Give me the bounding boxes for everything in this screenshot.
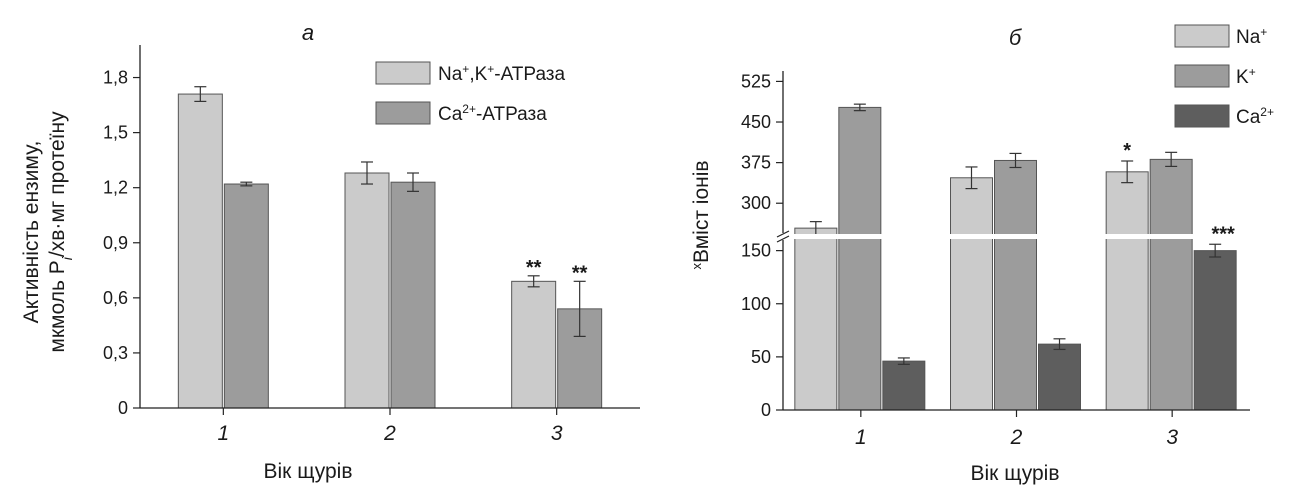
panel-b-axis-break-mark	[776, 230, 790, 243]
panel-b-ytick-label: 450	[741, 112, 771, 132]
panel-b-error-bar-s0-c2	[1121, 160, 1134, 184]
panel-a-error-bar-s1-c2	[573, 280, 586, 337]
panel-b-category-label: 2	[1010, 426, 1023, 449]
panel-a-bar-s0-c1	[344, 172, 390, 409]
panel-b-axis-break-gap	[781, 234, 1252, 239]
panel-a-significance-mark: **	[526, 257, 542, 279]
panel-b-x-axis-label: Вік щурів	[971, 462, 1060, 485]
panel-a-x-axis-label: Вік щурів	[264, 460, 353, 483]
panel-b-error-bar-s2-c1	[1053, 338, 1066, 351]
panel-a-category-label: 2	[383, 422, 396, 445]
panel-a-ytick-label: 1,8	[103, 68, 128, 88]
panel-b-category-label: 3	[1166, 426, 1178, 449]
panel-b-y-axis-label: xВміст іонів	[689, 160, 714, 269]
panel-b-ytick-label: 375	[741, 153, 771, 173]
panel-a-ytick-label: 1,5	[103, 123, 128, 143]
panel-b-legend-item-0: Na+	[1174, 24, 1267, 48]
panel-b-legend-swatch	[1174, 24, 1230, 48]
panel-a-error-bar-s1-c1	[407, 172, 419, 192]
panel-b-bar-s0-c0	[794, 227, 838, 411]
panel-a-ytick-label: 0,3	[103, 343, 128, 363]
panel-b-error-bar-s1-c0	[853, 103, 866, 112]
panel-a-legend-label: Na+,K+-АТРаза	[438, 62, 566, 85]
panel-a-legend-item-0: Na+,K+-АТРаза	[375, 61, 566, 85]
panel-b-bar-s0-c1	[950, 177, 993, 411]
panel-a-error-bar-s0-c2	[527, 275, 540, 288]
panel-a-y-axis-label-units: мкмоль Pi/хв·мг протеїну	[46, 111, 75, 353]
panel-b-legend-swatch	[1174, 104, 1230, 128]
panel-b-ytick-label: 300	[741, 193, 771, 213]
panel-b-bar-s1-c1	[994, 159, 1037, 411]
panel-a-bar-s1-c0	[223, 183, 269, 409]
panel-b-legend-swatch	[1174, 64, 1230, 88]
panel-a-legend-item-1: Ca2+-АТРаза	[375, 101, 547, 125]
panel-b-ytick-label: 150	[741, 241, 771, 261]
panel-a-legend-swatch	[375, 61, 431, 85]
panel-b-ytick-label: 525	[741, 71, 771, 91]
panel-b-bar-s2-c2	[1193, 250, 1237, 411]
panel-a-error-bar-s1-c0	[240, 181, 253, 187]
panel-b-bar-s2-c0	[882, 360, 926, 411]
panel-b-bar-s1-c0	[838, 106, 882, 411]
panel-b-ytick-label: 50	[751, 347, 771, 367]
panel-a-error-bar-s0-c1	[361, 161, 373, 185]
panel-b-bar-s0-c2	[1105, 171, 1149, 411]
panel-a-bar-s0-c0	[177, 93, 223, 409]
panel-a-ytick-label: 0,9	[103, 233, 128, 253]
panel-a-legend-swatch	[375, 101, 431, 125]
panel-a-y-axis-label: Активність ензиму,	[20, 141, 43, 324]
panel-a-ytick-label: 0	[118, 398, 128, 418]
panel-a-category-label: 3	[551, 422, 563, 445]
panel-a-bar-s0-c2	[511, 280, 557, 409]
panel-b-error-bar-s2-c0	[897, 357, 910, 365]
panel-b-ytick-label: 0	[761, 400, 771, 420]
panel-b-error-bar-s2-c2	[1209, 243, 1222, 258]
panel-a-title: а	[302, 20, 314, 45]
panel-a-ytick-label: 1,2	[103, 178, 128, 198]
panel-b-error-bar-s0-c1	[965, 166, 978, 190]
panel-b-category-label: 1	[855, 426, 867, 449]
panel-a-legend-label: Ca2+-АТРаза	[438, 102, 547, 125]
panel-b-bar-s1-c2	[1149, 158, 1193, 411]
panel-b-title: б	[1009, 25, 1023, 50]
panel-b-legend-label: K+	[1236, 65, 1256, 88]
panel-b-significance-mark: *	[1123, 140, 1131, 162]
panel-a-category-label: 1	[217, 422, 229, 445]
panel-b-error-bar-s1-c1	[1009, 152, 1022, 169]
panel-b-error-bar-s1-c2	[1165, 151, 1178, 168]
panel-a-significance-mark: **	[572, 262, 588, 284]
panel-a-ytick-label: 0,6	[103, 288, 128, 308]
panel-b-legend-label: Ca2+	[1236, 105, 1274, 128]
panel-b-ytick-label: 100	[741, 294, 771, 314]
panel-b-legend-item-1: K+	[1174, 64, 1256, 88]
panel-b-legend-label: Na+	[1236, 25, 1267, 48]
panel-b-legend-item-2: Ca2+	[1174, 104, 1274, 128]
panel-b-bar-s2-c1	[1038, 343, 1081, 411]
panel-a-bar-s1-c1	[390, 181, 436, 409]
panel-a-error-bar-s0-c0	[194, 86, 207, 103]
